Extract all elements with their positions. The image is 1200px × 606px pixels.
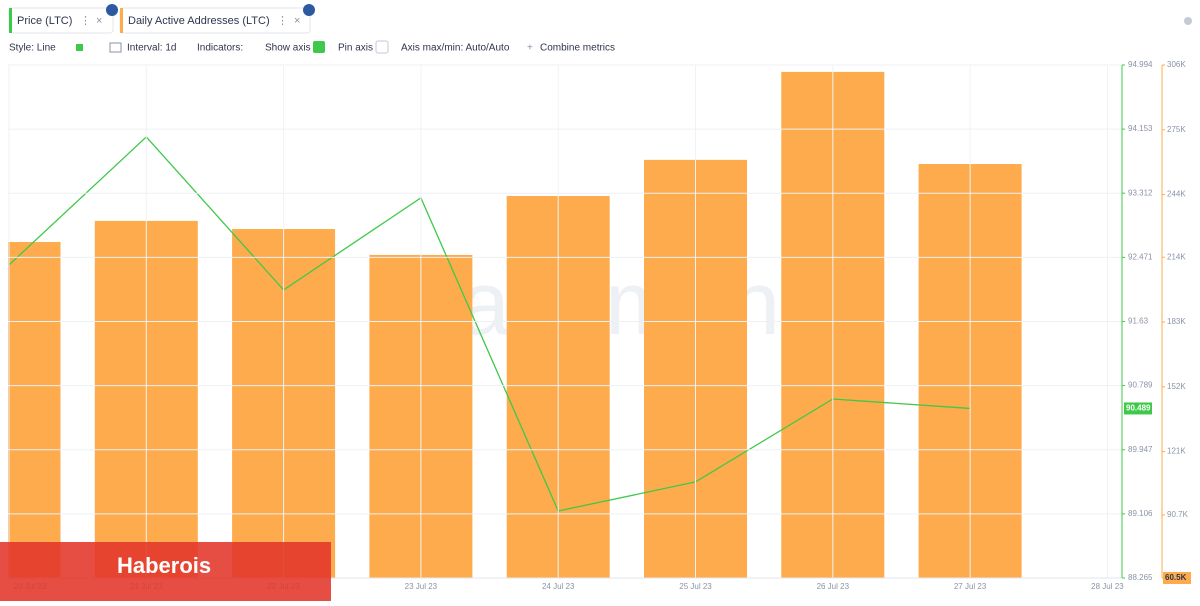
- tab-accent: [9, 8, 12, 33]
- show-axis-checkbox[interactable]: [313, 41, 325, 53]
- y-tick-label: 92.471: [1128, 252, 1153, 261]
- y-tick-label: 91.63: [1128, 317, 1149, 326]
- tab-accent: [120, 8, 123, 33]
- show-axis-label[interactable]: Show axis: [265, 43, 311, 54]
- ltc-icon: [106, 4, 118, 16]
- y-tick-label: 90.789: [1128, 381, 1153, 390]
- y-tick-label: 94.994: [1128, 60, 1153, 69]
- y-tick-label: 94.153: [1128, 124, 1153, 133]
- value-badge: [1163, 572, 1191, 584]
- value-badge-label: 60.5K: [1165, 573, 1187, 582]
- tab-label[interactable]: Price (LTC): [17, 15, 72, 27]
- value-badge-label: 90.489: [1126, 404, 1151, 413]
- combine-metrics[interactable]: Combine metrics: [540, 43, 615, 54]
- x-tick-label: 28 Jul 23: [1091, 582, 1124, 591]
- indicators-select[interactable]: Indicators:: [197, 43, 243, 54]
- banner: [0, 542, 331, 601]
- interval-select[interactable]: Interval: 1d: [127, 43, 176, 54]
- y2-tick-label: 90.7K: [1167, 510, 1189, 519]
- calendar-icon: [109, 42, 122, 53]
- y-tick-label: 93.312: [1128, 188, 1153, 197]
- y-tick-label: 88.265: [1128, 573, 1153, 582]
- close-icon[interactable]: ×: [96, 15, 102, 27]
- style-select[interactable]: Style: Line: [9, 43, 56, 54]
- y2-tick-label: 306K: [1167, 60, 1186, 69]
- plus-icon: +: [527, 43, 533, 54]
- close-icon[interactable]: ×: [294, 15, 300, 27]
- y2-tick-label: 275K: [1167, 125, 1186, 134]
- x-tick-label: 27 Jul 23: [954, 582, 987, 591]
- y2-tick-label: 214K: [1167, 252, 1186, 261]
- x-tick-label: 25 Jul 23: [679, 582, 712, 591]
- axis-range-select[interactable]: Axis max/min: Auto/Auto: [401, 43, 510, 54]
- ltc-icon: [303, 4, 315, 16]
- y2-tick-label: 121K: [1167, 447, 1186, 456]
- y-tick-label: 89.106: [1128, 509, 1153, 518]
- x-tick-label: 24 Jul 23: [542, 582, 575, 591]
- y2-tick-label: 152K: [1167, 382, 1186, 391]
- color-swatch[interactable]: [76, 44, 83, 51]
- value-badge: [1124, 402, 1152, 415]
- settings-dot[interactable]: [1184, 17, 1192, 25]
- plot-area: [8, 71, 1022, 579]
- y2-tick-label: 183K: [1167, 317, 1186, 326]
- banner-text: Haberois: [117, 553, 211, 578]
- x-tick-label: 26 Jul 23: [817, 582, 850, 591]
- y2-tick-label: 244K: [1167, 190, 1186, 199]
- price-line: [8, 135, 971, 512]
- y-tick-label: 89.947: [1128, 445, 1153, 454]
- bar: [8, 241, 61, 578]
- x-tick-label: 23 Jul 23: [405, 582, 438, 591]
- pin-axis-checkbox[interactable]: [375, 40, 389, 54]
- menu-icon[interactable]: ⋮: [80, 15, 91, 27]
- tab-label[interactable]: Daily Active Addresses (LTC): [128, 15, 270, 27]
- menu-icon[interactable]: ⋮: [277, 15, 288, 27]
- pin-axis-label[interactable]: Pin axis: [338, 43, 373, 54]
